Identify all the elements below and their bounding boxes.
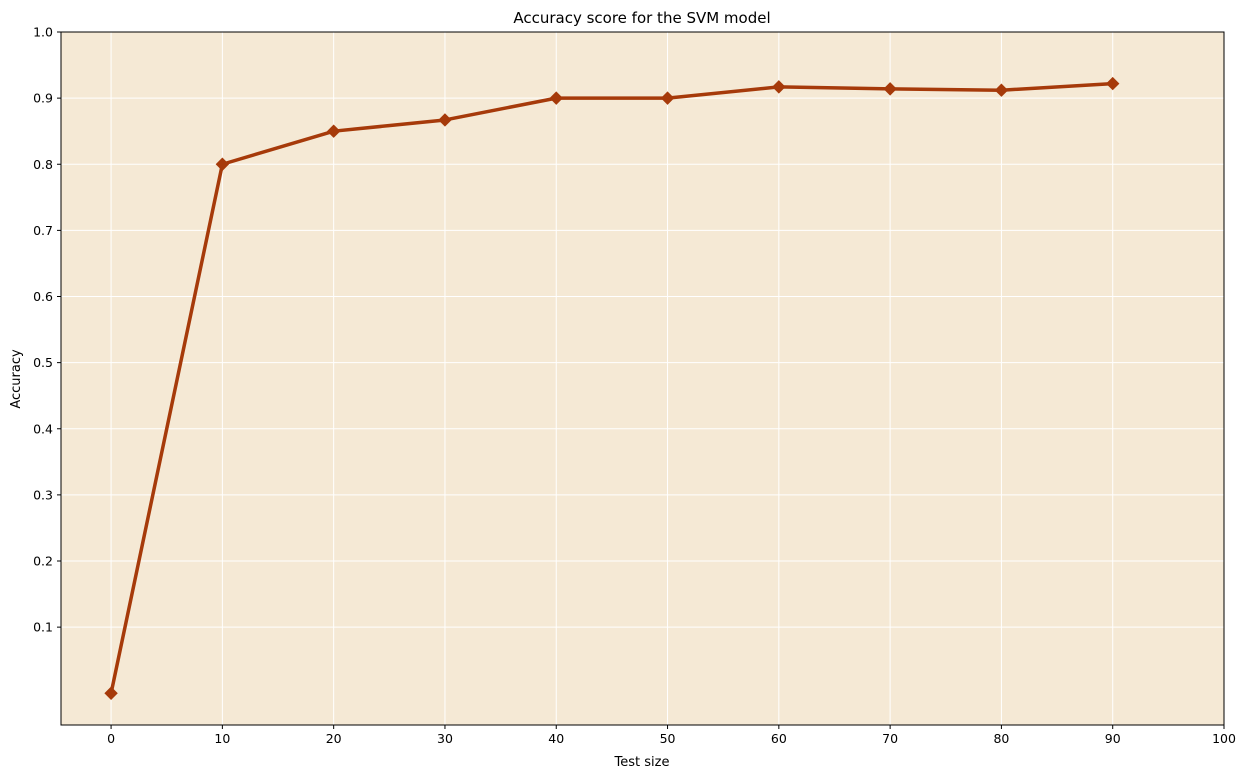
y-tick-label: 1.0 [33, 25, 53, 40]
data-point-marker [215, 157, 230, 171]
plot-frame [60, 31, 1225, 726]
chart-title: Accuracy score for the SVM model [513, 9, 770, 27]
data-point-marker [549, 91, 563, 105]
x-tick-label: 60 [771, 731, 787, 746]
x-axis-label: Test size [614, 755, 670, 770]
x-tick-label: 40 [548, 731, 564, 746]
y-tick-label: 0.6 [33, 289, 53, 304]
x-tick-label: 30 [437, 731, 453, 746]
data-point-marker [326, 124, 341, 138]
x-tick-label: 100 [1212, 731, 1236, 746]
data-point-marker [438, 113, 452, 127]
x-tick-label: 50 [660, 731, 676, 746]
y-tick-label: 0.8 [33, 157, 53, 172]
data-point-marker [772, 80, 786, 94]
data-point-marker [104, 686, 118, 700]
data-point-marker [660, 91, 675, 105]
y-axis-label: Accuracy [9, 349, 24, 409]
y-tick-label: 0.4 [33, 421, 53, 436]
axis-ticks: 0 10 20 30 40 50 60 70 80 90 100 0.1 0.2 0.3 0.4 0.5 0.6… [33, 25, 1236, 747]
plot-background [61, 32, 1224, 725]
data-series [104, 76, 1120, 700]
y-tick-label: 0.5 [33, 355, 53, 370]
x-tick-label: 90 [1105, 731, 1121, 746]
x-tick-label: 0 [107, 731, 115, 746]
x-tick-label: 70 [882, 731, 898, 746]
x-tick-label: 10 [214, 731, 230, 746]
data-point-marker [1106, 76, 1120, 91]
x-tick-label: 80 [993, 731, 1009, 746]
series-line [109, 81, 1113, 694]
y-tick-label: 0.9 [33, 91, 53, 106]
data-point-marker [883, 82, 897, 96]
data-point-marker [994, 83, 1009, 97]
y-tick-label: 0.1 [33, 620, 53, 635]
y-tick-label: 0.7 [33, 223, 53, 238]
x-tick-label: 20 [326, 731, 342, 746]
y-tick-label: 0.2 [33, 554, 53, 569]
y-tick-label: 0.3 [33, 487, 53, 502]
